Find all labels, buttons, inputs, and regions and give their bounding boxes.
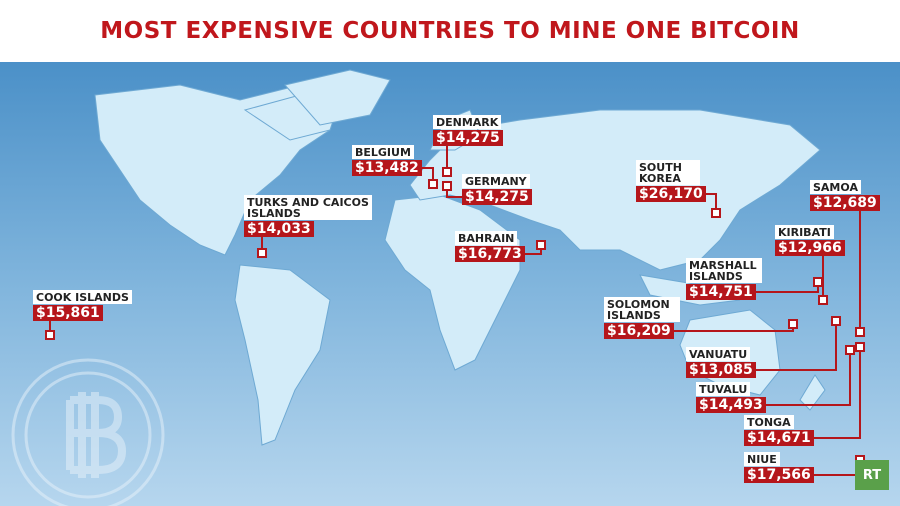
country-label: SOUTH KOREA $26,170 (636, 160, 706, 202)
location-marker (711, 208, 721, 218)
country-name: TONGA (744, 415, 794, 429)
country-label: SAMOA $12,689 (810, 178, 880, 211)
mining-cost: $14,671 (744, 430, 814, 446)
mining-cost: $14,033 (244, 221, 314, 237)
location-marker (442, 167, 452, 177)
country-label: DENMARK $14,275 (433, 113, 503, 146)
mining-cost: $17,566 (744, 467, 814, 483)
mining-cost: $26,170 (636, 186, 706, 202)
mining-cost: $13,085 (686, 362, 756, 378)
connector (421, 167, 434, 184)
mining-cost: $16,209 (604, 323, 674, 339)
country-label: VANUATU $13,085 (686, 345, 756, 378)
location-marker (45, 330, 55, 340)
mining-cost: $14,275 (433, 130, 503, 146)
connector (755, 282, 819, 293)
connector (813, 460, 861, 476)
country-name: BELGIUM (352, 145, 414, 159)
country-name: SOLOMON ISLANDS (604, 297, 680, 322)
location-marker (855, 342, 865, 352)
country-name: TUVALU (696, 382, 751, 396)
country-label: KIRIBATI $12,966 (775, 223, 845, 256)
connector (755, 321, 837, 371)
country-label: MARSHALL ISLANDS $14,751 (686, 258, 762, 300)
mining-cost: $14,493 (696, 397, 766, 413)
country-name: MARSHALL ISLANDS (686, 258, 762, 283)
country-label: COOK ISLANDS $15,861 (33, 288, 132, 321)
location-marker (818, 295, 828, 305)
location-marker (442, 181, 452, 191)
country-label: SOLOMON ISLANDS $16,209 (604, 297, 680, 339)
location-marker (788, 319, 798, 329)
bitcoin-symbol (11, 358, 165, 506)
country-name: COOK ISLANDS (33, 290, 132, 304)
connector (813, 347, 861, 439)
country-name: BAHRAIN (455, 231, 518, 245)
country-name: SOUTH KOREA (636, 160, 700, 185)
connector (765, 350, 851, 406)
logo: RT (855, 460, 889, 490)
connector (859, 202, 880, 332)
country-label: NIUE $17,566 (744, 450, 814, 483)
country-name: KIRIBATI (775, 225, 834, 239)
title-band: MOST EXPENSIVE COUNTRIES TO MINE ONE BIT… (0, 0, 900, 62)
location-marker (845, 345, 855, 355)
country-label: TURKS AND CAICOS ISLANDS $14,033 (244, 195, 372, 237)
location-marker (257, 248, 267, 258)
connector (705, 193, 717, 213)
mining-cost: $16,773 (455, 246, 525, 262)
mining-cost: $13,482 (352, 160, 422, 176)
location-marker (536, 240, 546, 250)
country-name: DENMARK (433, 115, 502, 129)
mining-cost: $12,689 (810, 195, 880, 211)
location-marker (428, 179, 438, 189)
mining-cost: $12,966 (775, 240, 845, 256)
location-marker (831, 316, 841, 326)
location-marker (813, 277, 823, 287)
title: MOST EXPENSIVE COUNTRIES TO MINE ONE BIT… (100, 18, 800, 44)
location-marker (855, 327, 865, 337)
country-name: SAMOA (810, 180, 861, 194)
country-label: BELGIUM $13,482 (352, 143, 422, 176)
country-label: TONGA $14,671 (744, 413, 814, 446)
mining-cost: $15,861 (33, 305, 103, 321)
country-name: GERMANY (462, 174, 530, 188)
country-label: GERMANY $14,275 (462, 172, 532, 205)
country-name: VANUATU (686, 347, 751, 361)
mining-cost: $14,275 (462, 189, 532, 205)
country-name: TURKS AND CAICOS ISLANDS (244, 195, 372, 220)
country-label: BAHRAIN $16,773 (455, 229, 525, 262)
country-name: NIUE (744, 452, 780, 466)
mining-cost: $14,751 (686, 284, 756, 300)
country-label: TUVALU $14,493 (696, 380, 766, 413)
